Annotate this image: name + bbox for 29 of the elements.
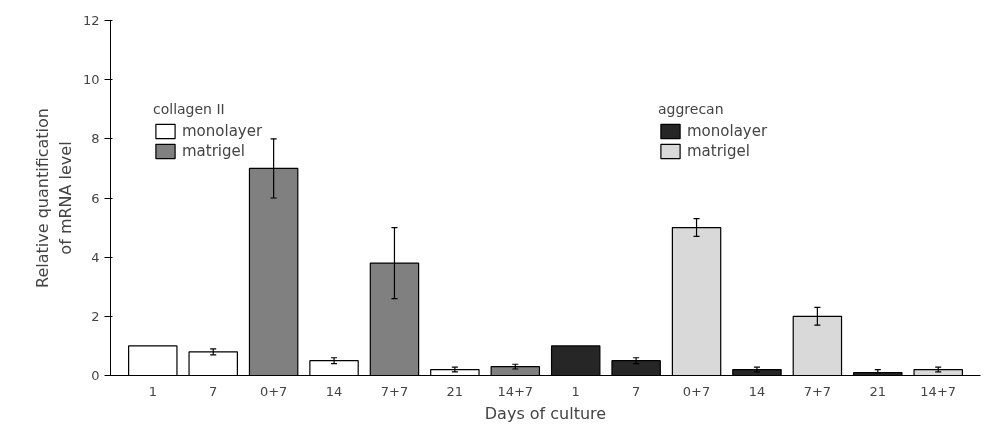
annotation: aggrecan (658, 101, 725, 117)
legend-label: matrigel (687, 142, 750, 160)
x-tick-label: 21 (869, 383, 887, 399)
x-tick-label: 7 (209, 383, 218, 399)
x-tick-label: 21 (446, 383, 464, 399)
y-axis-title: Relative quantification of mRNA level (33, 108, 75, 288)
y-tick-label: 4 (91, 249, 100, 265)
x-tick-label: 1 (148, 383, 157, 399)
annotation: collagen II (153, 101, 226, 117)
y-tick-label: 10 (82, 72, 100, 88)
x-tick-label: 7+7 (803, 383, 832, 399)
x-tick-label: 1 (571, 383, 580, 399)
x-tick-label: 7 (631, 383, 641, 399)
x-tick-label: 14 (748, 383, 766, 399)
y-tick-label: 0 (91, 368, 100, 383)
y-tick-label: 12 (82, 13, 100, 28)
x-tick-label: 14+7 (920, 383, 957, 399)
y-tick-label: 6 (91, 190, 100, 206)
x-tick-label: 7+7 (380, 383, 409, 399)
x-tick-label: 14+7 (497, 383, 534, 399)
x-axis-title: Days of culture (484, 403, 607, 423)
y-tick-label: 8 (91, 131, 100, 147)
x-tick-label: 0+7 (682, 383, 711, 399)
x-tick-label: 14 (325, 383, 343, 399)
x-tick-label: 0+7 (259, 383, 288, 399)
legend-label: matrigel (182, 142, 245, 160)
y-tick-label: 2 (91, 308, 100, 324)
legend-label: monolayer (182, 122, 263, 140)
legend-label: monolayer (687, 122, 768, 140)
